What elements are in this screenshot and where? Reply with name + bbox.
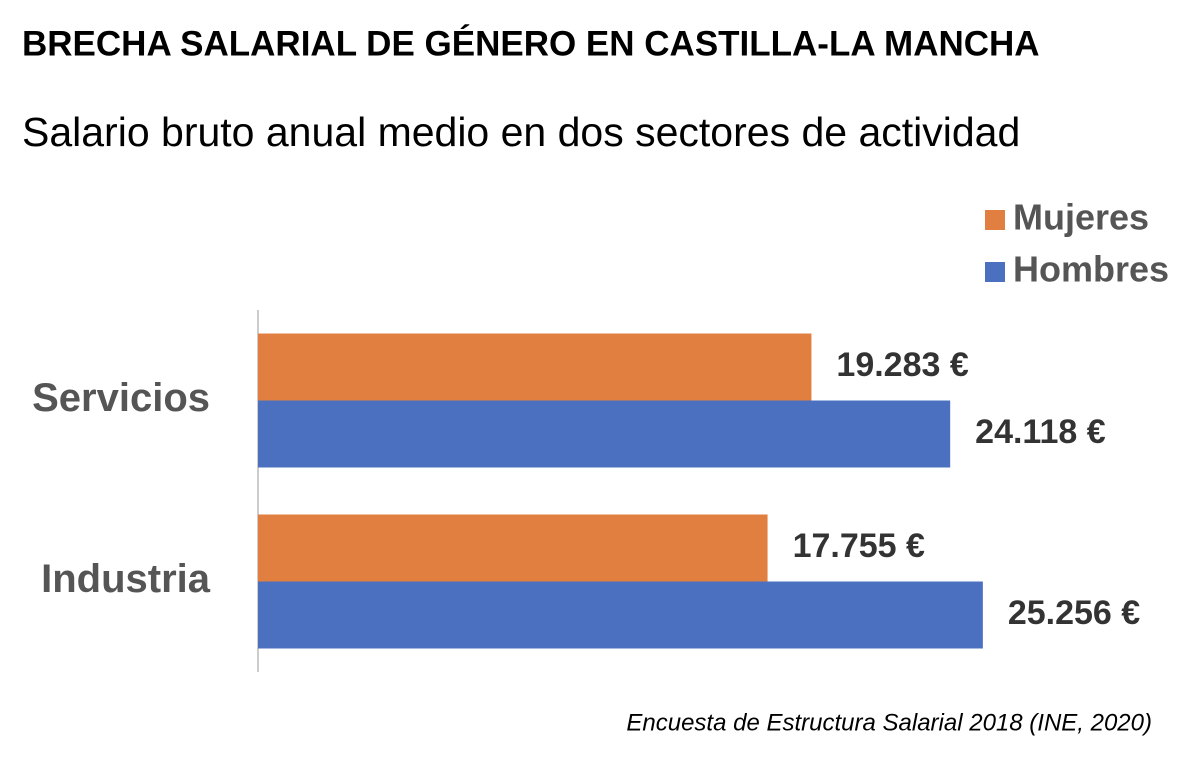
legend-swatch bbox=[985, 262, 1005, 282]
legend-label: Mujeres bbox=[1013, 197, 1149, 238]
data-label: 24.118 € bbox=[975, 413, 1106, 451]
y-tick-label: Servicios bbox=[32, 376, 210, 420]
bar bbox=[258, 581, 983, 649]
bar bbox=[258, 400, 951, 468]
bar bbox=[258, 514, 768, 582]
chart-subtitle: Salario bruto anual medio en dos sectore… bbox=[22, 109, 1020, 155]
legend-swatch bbox=[985, 210, 1005, 230]
data-label: 17.755 € bbox=[793, 527, 925, 565]
legend-label: Hombres bbox=[1013, 249, 1169, 290]
data-label: 19.283 € bbox=[836, 346, 968, 384]
y-tick-label: Industria bbox=[41, 557, 211, 601]
data-label: 25.256 € bbox=[1008, 594, 1140, 632]
chart-title: BRECHA SALARIAL DE GÉNERO EN CASTILLA-LA… bbox=[22, 23, 1040, 63]
source-note: Encuesta de Estructura Salarial 2018 (IN… bbox=[626, 709, 1152, 736]
bar bbox=[258, 333, 812, 401]
